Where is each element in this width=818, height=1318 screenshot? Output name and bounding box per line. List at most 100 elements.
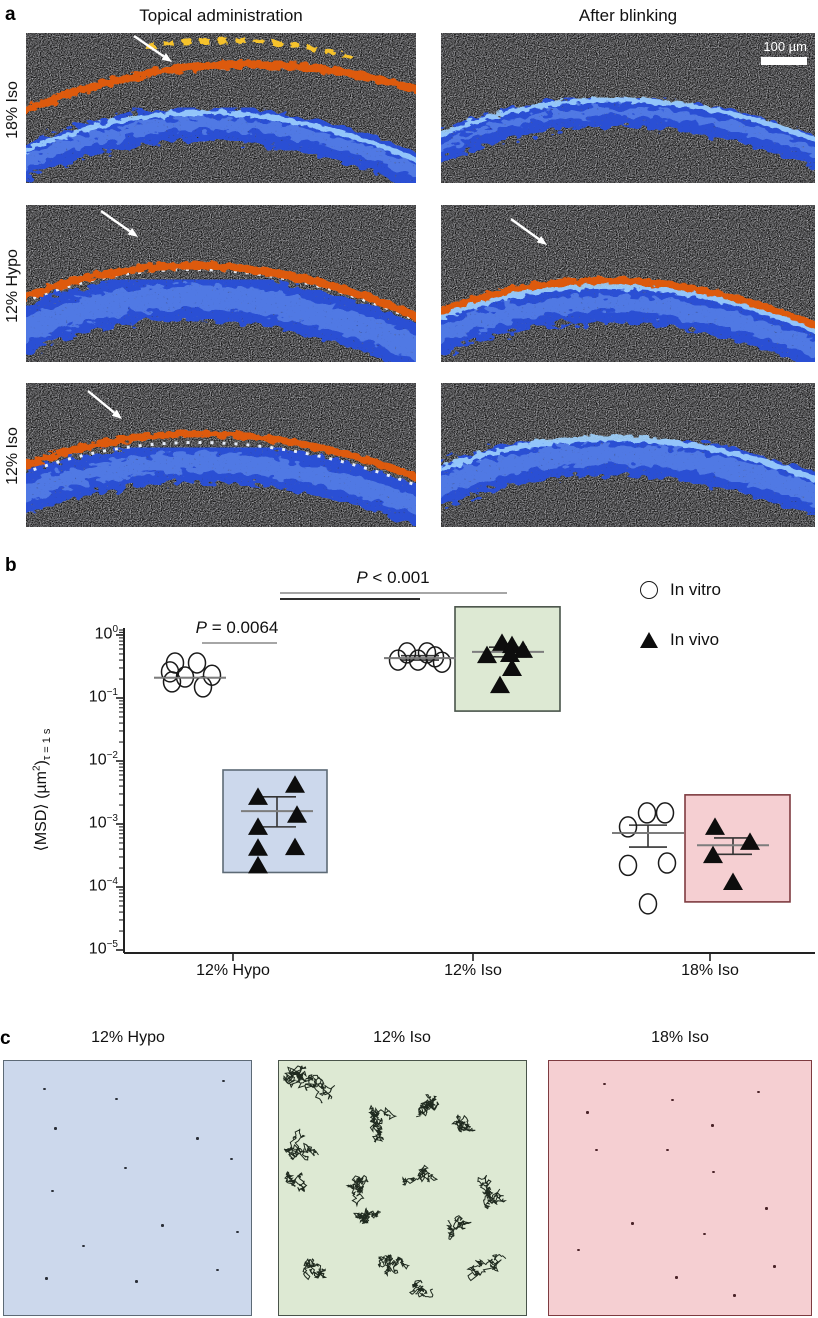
particle-dot [161,1224,165,1227]
row-label-12-iso: 12% Iso [4,427,21,485]
oct-image-18-iso-blink: 100 µm [441,33,815,183]
legend-item-in-vitro: In vitro [640,580,721,600]
highlight-box [222,769,328,874]
data-point-circle [397,642,417,664]
data-point-circle [162,671,182,693]
y-axis-title-sub: τ = 1 s [41,728,54,761]
x-tick-label-12-iso: 12% Iso [444,962,502,979]
row-label-18-iso: 18% Iso [4,81,21,139]
particle-dot [195,1137,199,1140]
data-point-circle [417,642,437,664]
oct-image-12-hypo-topical [26,205,416,362]
data-point-triangle [703,845,723,864]
particle-dot [732,1294,736,1297]
data-point-triangle [705,817,725,835]
particle-dot [765,1207,769,1210]
p-value-text: < 0.001 [367,568,430,587]
c-title-12-hypo: 12% Hypo [91,1029,165,1046]
c-title-18-iso: 18% Iso [651,1029,709,1046]
y-axis-title-close: ) [32,760,50,766]
particle-trajectory [283,1128,319,1161]
particle-dot [123,1166,127,1170]
data-point-circle [637,802,657,824]
particle-dot [773,1265,777,1268]
particle-dot [602,1082,606,1086]
data-point-triangle [287,805,307,823]
highlight-box [684,794,791,903]
particle-dot [54,1127,58,1130]
particle-dot [585,1111,589,1114]
particle-dot [757,1090,761,1094]
data-point-circle [638,893,658,915]
scalebar-label: 100 µm [763,39,807,54]
oct-image-12-iso-blink [441,383,815,527]
data-point-triangle [248,855,268,874]
data-point-circle [175,666,195,688]
particle-dot [44,1277,48,1280]
legend-label: In vitro [670,580,722,599]
oct-image-12-iso-topical [26,383,416,527]
particle-trajectory [284,1171,308,1193]
data-point-circle [388,649,408,671]
particle-trajectory [353,1207,381,1224]
legend-item-in-vivo: In vivo [640,630,719,650]
particle-dot [222,1079,226,1083]
particle-dot [594,1148,598,1152]
data-point-circle [618,854,638,877]
c-title-12-iso: 12% Iso [373,1029,431,1046]
particle-dot [230,1157,234,1161]
column-header-topical: Topical administration [139,6,303,25]
oct-image-18-iso-topical [26,33,416,183]
particle-trajectory [408,1279,434,1298]
particle-trajectory [345,1174,369,1208]
trajectory-box-12-hypo [3,1060,252,1316]
data-point-circle [165,652,185,674]
y-axis-title-main: ⟨MSD⟩ (µm [32,771,50,852]
data-point-circle [425,646,445,668]
particle-dot [82,1244,86,1248]
data-point-triangle [513,640,533,658]
particle-dot [51,1189,55,1193]
data-point-triangle [740,832,760,850]
y-tick-label: 100 [94,624,118,643]
particle-dot [710,1124,714,1127]
data-point-circle [432,651,452,673]
data-point-triangle [285,775,305,793]
particle-dot [216,1268,220,1272]
particle-dot [114,1097,118,1101]
data-point-triangle [248,817,268,835]
particle-trajectory [466,1254,507,1282]
particle-trajectory [302,1258,328,1281]
data-point-circle [408,649,428,671]
particle-dot [675,1276,679,1279]
y-tick-label: 10−1 [88,687,118,706]
y-tick-label: 10−5 [88,939,118,958]
particle-dot [702,1232,706,1236]
y-axis-title-sup: 2 [31,765,43,772]
p-symbol: P [356,568,368,587]
data-point-circle [618,816,638,838]
particle-dot [666,1148,670,1152]
particle-trajectory [282,1065,307,1089]
particle-trajectory [415,1094,440,1118]
particle-dot [42,1087,46,1091]
data-point-circle [193,676,213,698]
panel-a-letter: a [5,4,16,25]
column-header-blinking: After blinking [578,6,678,25]
data-point-triangle [248,838,268,856]
particle-dot [576,1248,580,1252]
data-point-circle [655,802,675,824]
particle-trajectory [377,1254,411,1278]
data-point-triangle [492,633,512,651]
particle-dot [631,1222,635,1225]
particle-dot [711,1170,715,1174]
legend-label: In vivo [670,630,720,649]
data-point-triangle [490,675,510,694]
data-point-triangle [502,658,522,676]
panel-b-letter: b [5,555,17,576]
oct-image-12-hypo-blink [441,205,815,362]
data-point-circle [202,664,222,686]
data-point-triangle [723,872,743,891]
x-tick-label-18-iso: 18% Iso [681,962,739,979]
